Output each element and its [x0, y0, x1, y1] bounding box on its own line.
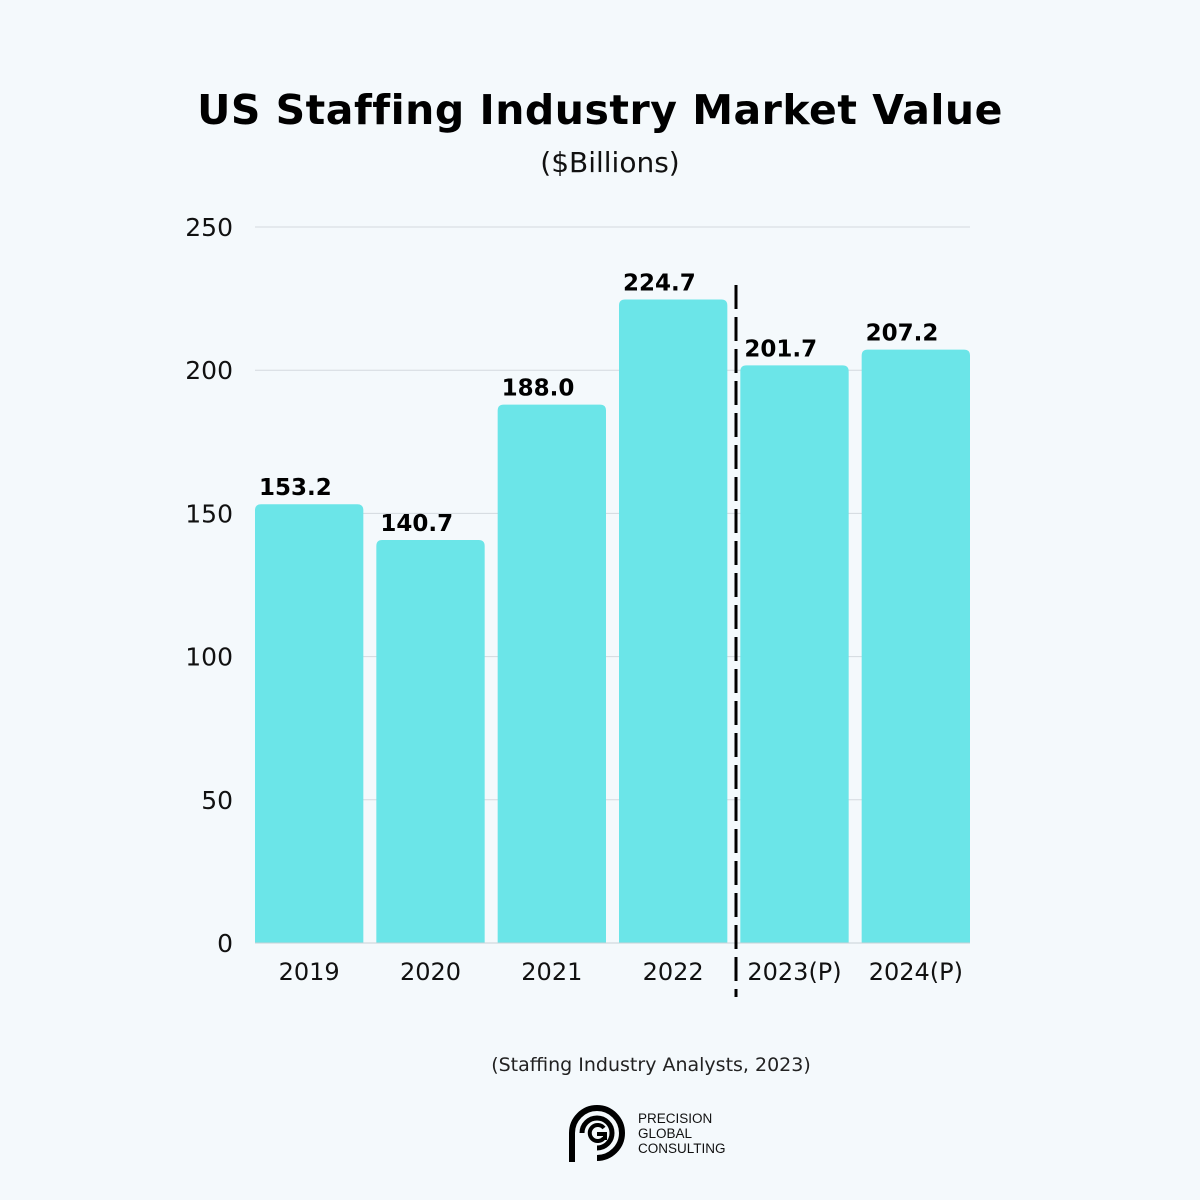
chart-title: US Staffing Industry Market Value — [197, 86, 1003, 134]
x-tick-label: 2019 — [279, 958, 340, 986]
data-label: 207.2 — [866, 321, 939, 347]
data-label: 201.7 — [744, 336, 817, 362]
logo-line: CONSULTING — [638, 1140, 726, 1156]
y-tick-label: 100 — [185, 643, 233, 672]
y-tick-label: 0 — [217, 929, 233, 958]
bar — [376, 540, 485, 943]
x-tick-label: 2024(P) — [869, 958, 963, 986]
data-label: 153.2 — [259, 475, 332, 501]
x-tick-label: 2022 — [643, 958, 704, 986]
y-tick-label: 200 — [185, 356, 233, 385]
data-label: 188.0 — [502, 376, 575, 402]
data-label: 224.7 — [623, 270, 696, 296]
x-tick-label: 2021 — [521, 958, 582, 986]
bar — [497, 404, 606, 943]
bar — [619, 299, 728, 943]
y-tick-label: 250 — [185, 213, 233, 242]
bar — [740, 365, 849, 944]
logo-line: GLOBAL — [638, 1125, 693, 1141]
logo-line: PRECISION — [638, 1110, 713, 1126]
pgc-logo-icon — [569, 1105, 625, 1162]
x-tick-label: 2020 — [400, 958, 461, 986]
bar — [861, 349, 970, 943]
chart-subtitle: ($Billions) — [540, 146, 680, 179]
y-tick-label: 50 — [201, 786, 233, 815]
data-label: 140.7 — [380, 511, 453, 537]
source-citation: (Staffing Industry Analysts, 2023) — [491, 1054, 811, 1076]
company-logo: PRECISION GLOBAL CONSULTING — [566, 1102, 726, 1164]
bar — [255, 504, 364, 943]
y-tick-label: 150 — [185, 499, 233, 528]
x-tick-label: 2023(P) — [747, 958, 841, 986]
